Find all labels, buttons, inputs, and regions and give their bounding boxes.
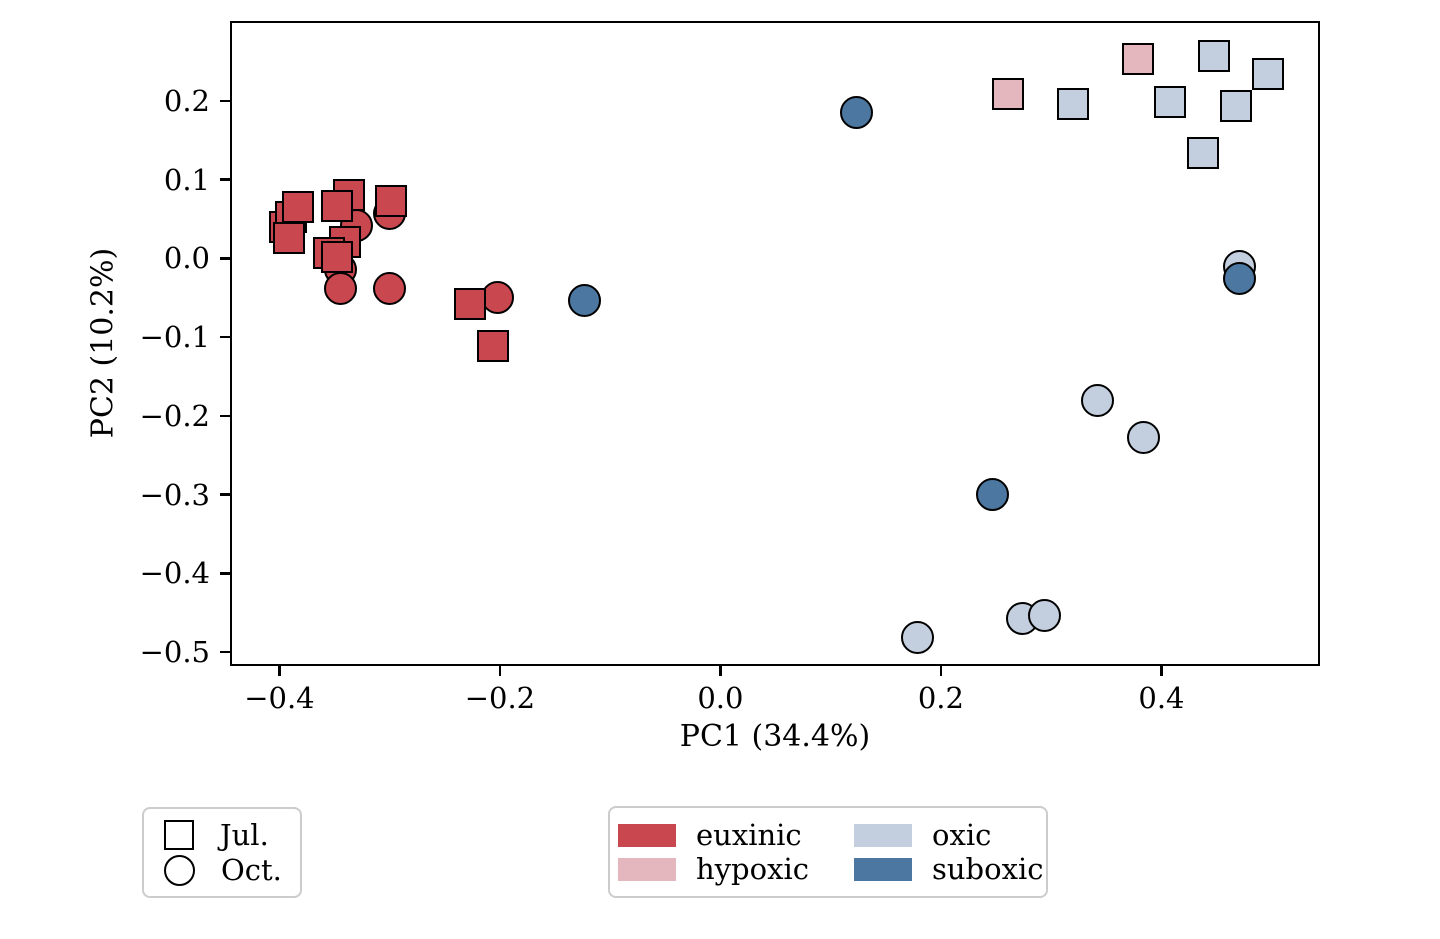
- x-tick-label: −0.2: [464, 681, 536, 715]
- legend-condition-label: oxic: [932, 818, 992, 852]
- y-tick-label: 0.2: [163, 83, 210, 118]
- plot-box: [230, 21, 1320, 666]
- y-tick: [220, 99, 230, 103]
- y-tick-label: −0.5: [139, 635, 210, 670]
- scatter-marker-euxinic-oct: [481, 280, 514, 314]
- oxic-color-swatch: [854, 823, 912, 847]
- scatter-marker-euxinic-jul: [374, 184, 407, 217]
- legend-condition-hypoxic: hypoxic: [618, 852, 854, 886]
- y-tick-label: −0.3: [139, 477, 210, 512]
- y-tick: [220, 178, 230, 181]
- legend-condition-label: hypoxic: [696, 852, 809, 886]
- y-tick-label: 0.0: [163, 241, 210, 276]
- scatter-marker-suboxic-oct: [976, 477, 1010, 511]
- x-tick: [939, 666, 943, 676]
- scatter-marker-oxic-jul: [1252, 57, 1285, 90]
- y-tick: [220, 335, 230, 339]
- legend-months-row-jul: Jul.: [164, 818, 300, 852]
- scatter-marker-hypoxic-jul: [991, 78, 1024, 111]
- x-tick-label: 0.2: [917, 681, 964, 715]
- scatter-marker-suboxic-oct: [568, 284, 602, 318]
- square-marker-icon: [164, 819, 194, 850]
- scatter-marker-suboxic-oct: [840, 95, 874, 129]
- legend-condition-euxinic: euxinic: [618, 818, 854, 852]
- chart-area: −0.4 −0.2 0.0 0.2 0.4 0.2 0.1 0.0 −0.1 −0.2 −0.3 −0…: [140, 21, 1320, 715]
- legend-month-label: Jul.: [220, 817, 269, 852]
- hypoxic-color-swatch: [618, 857, 676, 881]
- y-axis-label: PC2 (10.2%): [85, 247, 121, 439]
- circle-marker-icon: [164, 854, 195, 886]
- scatter-marker-oxic-oct: [1080, 384, 1114, 418]
- scatter-marker-hypoxic-jul: [1122, 42, 1155, 75]
- y-tick-label: −0.1: [139, 320, 210, 355]
- scatter-marker-oxic-oct: [901, 621, 935, 655]
- legend-months-row-oct: Oct.: [164, 853, 300, 887]
- plot-area: [234, 25, 1320, 666]
- scatter-marker-euxinic-oct: [324, 272, 358, 306]
- legend-condition-label: suboxic: [932, 852, 1044, 886]
- scatter-marker-euxinic-jul: [281, 190, 314, 223]
- x-tick: [278, 666, 281, 676]
- scatter-marker-oxic-jul: [1057, 87, 1090, 120]
- y-tick-label: −0.2: [139, 398, 210, 433]
- legend-condition-oxic: oxic: [854, 818, 1043, 852]
- legend-months: Jul. Oct.: [142, 807, 302, 898]
- x-tick-label: 0.4: [1138, 681, 1185, 715]
- x-tick: [498, 666, 502, 676]
- scatter-marker-suboxic-oct: [1223, 262, 1256, 296]
- suboxic-color-swatch: [854, 857, 912, 881]
- legend-condition-suboxic: suboxic: [854, 852, 1043, 886]
- scatter-marker-oxic-jul: [1187, 137, 1220, 170]
- x-tick-label: 0.0: [697, 681, 744, 715]
- legend-conditions: euxinic oxic hypoxic suboxic: [608, 806, 1048, 898]
- x-axis-label: PC1 (34.4%): [679, 719, 871, 754]
- x-tick: [719, 666, 722, 676]
- x-tick-label: −0.4: [244, 681, 315, 715]
- y-tick: [220, 493, 230, 496]
- scatter-marker-euxinic-jul: [453, 287, 486, 320]
- y-tick-label: 0.1: [163, 162, 210, 197]
- scatter-marker-oxic-jul: [1154, 86, 1187, 119]
- scatter-marker-oxic-oct: [1027, 599, 1061, 633]
- scatter-marker-euxinic-jul: [320, 240, 353, 273]
- euxinic-color-swatch: [618, 823, 676, 847]
- scatter-marker-oxic-oct: [1127, 421, 1161, 455]
- y-tick-label: −0.4: [139, 556, 210, 591]
- y-tick: [220, 414, 230, 418]
- legend-condition-label: euxinic: [696, 818, 802, 852]
- legend-month-label: Oct.: [221, 853, 282, 888]
- scatter-marker-euxinic-jul: [477, 330, 510, 363]
- y-tick: [220, 257, 230, 260]
- x-tick: [1160, 666, 1163, 676]
- scatter-marker-euxinic-jul: [320, 190, 353, 223]
- scatter-marker-oxic-jul: [1198, 39, 1231, 72]
- y-tick: [220, 650, 230, 654]
- scatter-marker-euxinic-jul: [273, 221, 306, 254]
- scatter-marker-euxinic-oct: [372, 272, 406, 306]
- scatter-marker-oxic-jul: [1220, 90, 1253, 123]
- y-tick: [220, 572, 230, 575]
